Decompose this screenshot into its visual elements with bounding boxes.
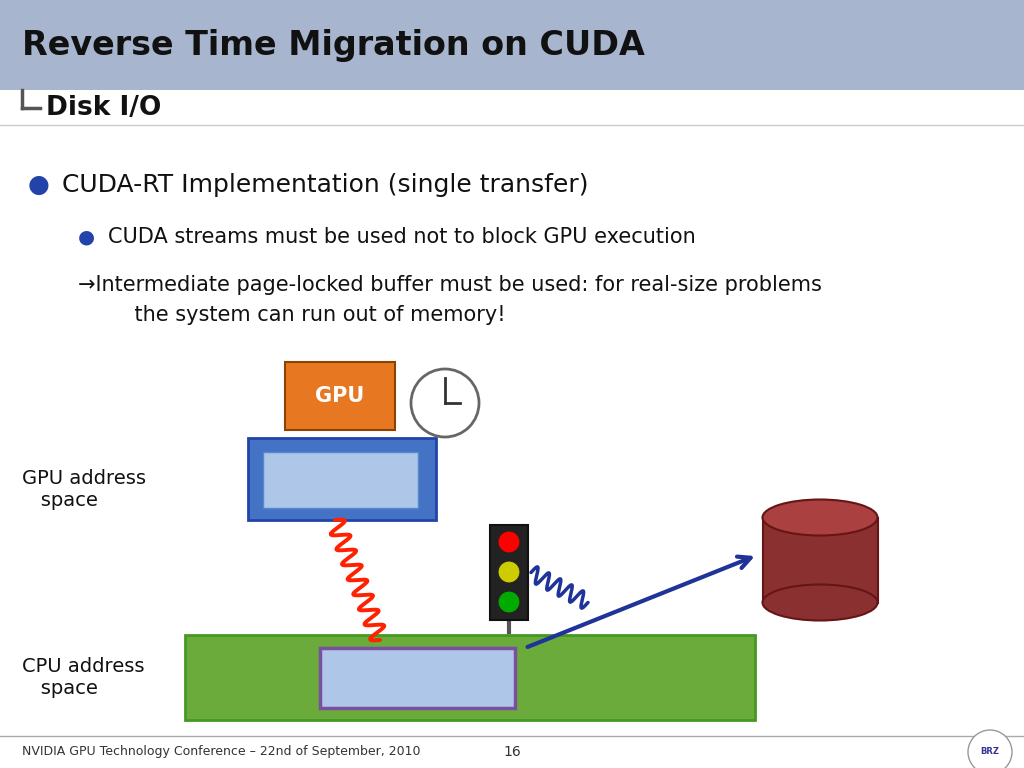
- Ellipse shape: [763, 499, 878, 535]
- Circle shape: [498, 561, 520, 583]
- Text: ●: ●: [28, 173, 50, 197]
- Text: CUDA streams must be used not to block GPU execution: CUDA streams must be used not to block G…: [108, 227, 695, 247]
- Bar: [490, 525, 528, 620]
- Text: NVIDIA GPU Technology Conference – 22nd of September, 2010: NVIDIA GPU Technology Conference – 22nd …: [22, 746, 421, 759]
- Text: CPU address
   space: CPU address space: [22, 657, 144, 699]
- Text: CUDA-RT Implementation (single transfer): CUDA-RT Implementation (single transfer): [62, 173, 589, 197]
- Circle shape: [498, 531, 520, 553]
- Text: BRZ: BRZ: [981, 747, 999, 756]
- Bar: [248, 438, 436, 520]
- Bar: [185, 635, 755, 720]
- Text: ●: ●: [78, 227, 95, 247]
- Text: GPU: GPU: [315, 386, 365, 406]
- Bar: [285, 362, 395, 430]
- Circle shape: [968, 730, 1012, 768]
- Text: 16: 16: [503, 745, 521, 759]
- Text: Disk I/O: Disk I/O: [46, 95, 162, 121]
- Circle shape: [498, 591, 520, 613]
- Text: Reverse Time Migration on CUDA: Reverse Time Migration on CUDA: [22, 28, 645, 61]
- Bar: [263, 452, 418, 508]
- Bar: [0, 0, 1024, 90]
- Bar: [763, 518, 878, 603]
- Text: →Intermediate page-locked buffer must be used: for real-size problems: →Intermediate page-locked buffer must be…: [78, 275, 822, 295]
- Ellipse shape: [763, 584, 878, 621]
- Text: GPU address
   space: GPU address space: [22, 469, 146, 511]
- Circle shape: [411, 369, 479, 437]
- Bar: [319, 648, 515, 708]
- Text: the system can run out of memory!: the system can run out of memory!: [108, 305, 506, 325]
